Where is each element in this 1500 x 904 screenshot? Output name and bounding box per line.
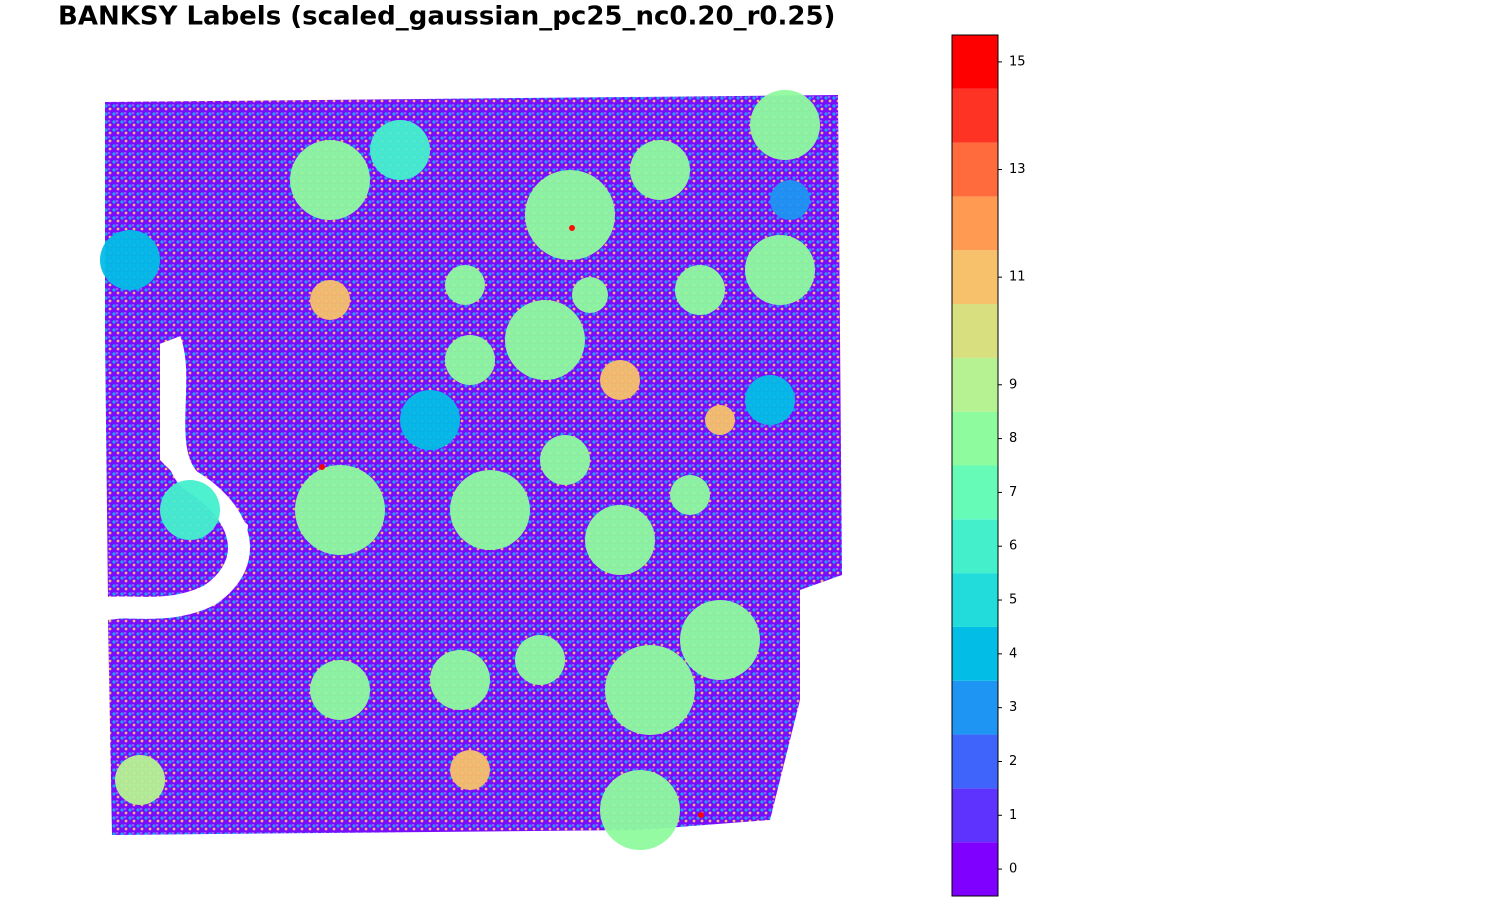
colorbar-tick-label: 13	[1009, 162, 1026, 177]
colorbar-tick-label: 5	[1009, 593, 1017, 608]
point	[745, 235, 815, 305]
point	[750, 90, 820, 160]
colorbar-segment	[952, 196, 998, 251]
colorbar-segment	[952, 734, 998, 789]
colorbar-segment	[952, 519, 998, 574]
colorbar-tick-label: 15	[1009, 54, 1026, 69]
point	[450, 470, 530, 550]
point	[290, 140, 370, 220]
colorbar-tick-label: 4	[1009, 646, 1017, 661]
point	[295, 465, 385, 555]
colorbar-tick-label: 1	[1009, 808, 1017, 823]
point	[572, 277, 608, 313]
point	[745, 375, 795, 425]
point	[100, 230, 160, 290]
colorbar-segment	[952, 842, 998, 896]
colorbar-segment	[952, 573, 998, 627]
point	[160, 480, 220, 540]
colorbar-frame	[951, 34, 999, 897]
point	[705, 405, 735, 435]
point	[680, 600, 760, 680]
colorbar-segment	[952, 465, 998, 520]
colorbar-tick-label: 11	[1009, 270, 1026, 285]
colorbar-tick-label: 7	[1009, 485, 1017, 500]
tissue	[105, 335, 238, 605]
point	[605, 645, 695, 735]
colorbar-segment	[952, 35, 998, 89]
chart-title: BANKSY Labels (scaled_gaussian_pc25_nc0.…	[58, 2, 835, 32]
colorbar-tick-label: 9	[1009, 377, 1017, 392]
point	[310, 280, 350, 320]
point	[630, 140, 690, 200]
point	[400, 390, 460, 450]
colorbar-tick-label: 8	[1009, 431, 1017, 446]
colorbar-segment	[952, 788, 998, 843]
point	[319, 464, 325, 470]
colorbar-segment	[952, 680, 998, 735]
point	[600, 360, 640, 400]
point	[569, 225, 575, 231]
colorbar-tick-label: 0	[1009, 862, 1017, 877]
point	[310, 660, 370, 720]
point	[585, 505, 655, 575]
point	[445, 335, 495, 385]
point	[670, 475, 710, 515]
colorbar: 0 1 2 3 4 5 6 7 8 9 11 13 15	[952, 35, 1026, 896]
point	[675, 265, 725, 315]
tissue	[105, 95, 842, 835]
point	[430, 650, 490, 710]
point	[770, 180, 810, 220]
colorbar-tick-label: 2	[1009, 754, 1017, 769]
point	[540, 435, 590, 485]
point	[600, 770, 680, 850]
colorbar-segment	[952, 88, 998, 143]
colorbar-segment	[952, 626, 998, 681]
colorbar-tick-label: 3	[1009, 700, 1017, 715]
point	[698, 812, 704, 818]
point	[445, 265, 485, 305]
colorbar-tick-label: 6	[1009, 539, 1017, 554]
colorbar-segment	[952, 411, 998, 466]
colorbar-segment	[952, 357, 998, 412]
point	[115, 755, 165, 805]
plot-area	[100, 90, 842, 850]
colorbar-segment	[952, 250, 998, 305]
point	[450, 750, 490, 790]
colorbar-segment	[952, 304, 998, 358]
point	[515, 635, 565, 685]
colorbar-segment	[952, 142, 998, 197]
tissue-gap	[106, 336, 250, 619]
point	[370, 120, 430, 180]
point	[525, 170, 615, 260]
point	[505, 300, 585, 380]
